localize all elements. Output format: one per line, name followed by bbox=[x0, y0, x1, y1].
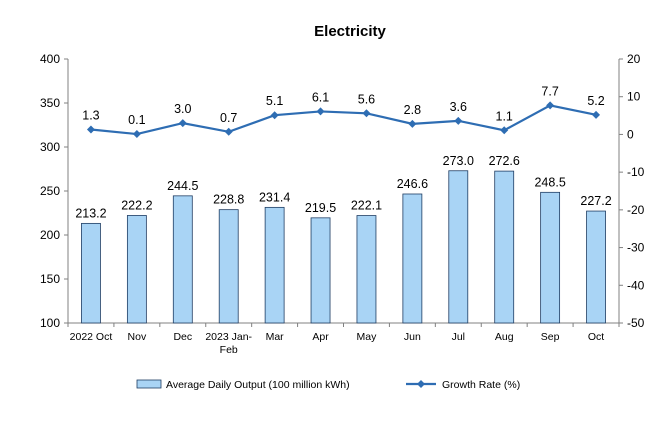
line-data-label: 3.0 bbox=[174, 102, 191, 116]
bar-data-label: 227.2 bbox=[580, 194, 611, 208]
bar-data-label: 228.8 bbox=[213, 193, 244, 207]
line-point-marker bbox=[178, 119, 187, 128]
x-tick-label: Apr bbox=[312, 331, 329, 343]
y-right-tick-label: 20 bbox=[627, 52, 641, 66]
y-right-tick-label: -50 bbox=[627, 316, 645, 330]
y-left-tick-label: 400 bbox=[40, 52, 60, 66]
x-tick-label: Jul bbox=[452, 331, 465, 343]
y-left-tick-label: 250 bbox=[40, 184, 60, 198]
y-right-tick-label: -10 bbox=[627, 165, 645, 179]
x-tick-label: Jun bbox=[404, 331, 421, 343]
legend-bar-label: Average Daily Output (100 million kWh) bbox=[166, 379, 350, 391]
line-data-label: 3.6 bbox=[450, 100, 467, 114]
bar bbox=[356, 215, 377, 324]
bar bbox=[81, 222, 101, 324]
line-point-marker bbox=[500, 126, 509, 135]
bar-data-label: 213.2 bbox=[75, 206, 106, 220]
line-data-label: 1.1 bbox=[496, 109, 513, 123]
line-point-marker bbox=[592, 110, 601, 119]
bar-data-label: 222.2 bbox=[121, 198, 152, 212]
chart-title: Electricity bbox=[314, 23, 386, 40]
x-tick-label: May bbox=[357, 331, 378, 343]
bar-data-label: 219.5 bbox=[305, 201, 336, 215]
line-data-label: 5.2 bbox=[587, 94, 604, 108]
bar bbox=[310, 217, 331, 324]
legend-line-marker bbox=[417, 380, 425, 388]
x-tick-label: Aug bbox=[495, 331, 514, 343]
y-left-tick-label: 350 bbox=[40, 96, 60, 110]
line-data-label: 1.3 bbox=[82, 109, 99, 123]
bar bbox=[264, 206, 285, 324]
bar-data-label: 273.0 bbox=[443, 154, 474, 168]
line-data-label: 0.7 bbox=[220, 111, 237, 125]
line-point-marker bbox=[546, 101, 555, 110]
legend-line-label: Growth Rate (%) bbox=[442, 379, 520, 391]
bar bbox=[402, 193, 423, 324]
line-point-marker bbox=[408, 119, 417, 128]
x-tick-label: Nov bbox=[128, 331, 147, 343]
bar-data-label: 244.5 bbox=[167, 179, 198, 193]
line-data-label: 2.8 bbox=[404, 103, 421, 117]
y-right-tick-label: -30 bbox=[627, 241, 645, 255]
line-point-marker bbox=[270, 111, 279, 120]
growth-rate-line bbox=[90, 104, 597, 136]
x-tick-label: 2023 Jan-Feb bbox=[205, 331, 252, 356]
y-right-tick-label: 0 bbox=[627, 127, 634, 141]
legend-bar-swatch bbox=[136, 379, 162, 389]
x-tick-label: Sep bbox=[541, 331, 560, 343]
bar bbox=[494, 170, 515, 324]
line-data-label: 7.7 bbox=[541, 84, 558, 98]
x-tick-label: Oct bbox=[588, 331, 604, 343]
bar bbox=[218, 209, 239, 324]
bar bbox=[586, 210, 606, 324]
y-left-tick-label: 150 bbox=[40, 272, 60, 286]
bar-data-label: 222.1 bbox=[351, 199, 382, 213]
y-left-tick-label: 200 bbox=[40, 228, 60, 242]
y-right-tick-label: -20 bbox=[627, 203, 645, 217]
y-right-tick-label: 10 bbox=[627, 90, 641, 104]
bar-data-label: 248.5 bbox=[534, 175, 565, 189]
line-data-label: 5.1 bbox=[266, 94, 283, 108]
line-data-label: 6.1 bbox=[312, 90, 329, 104]
line-point-marker bbox=[362, 109, 371, 118]
bar bbox=[448, 170, 469, 324]
line-data-label: 0.1 bbox=[128, 113, 145, 127]
line-point-marker bbox=[454, 116, 463, 125]
bar bbox=[172, 195, 193, 324]
x-tick-label: 2022 Oct bbox=[70, 331, 113, 343]
line-point-marker bbox=[86, 125, 95, 134]
bar bbox=[540, 191, 561, 324]
line-data-label: 5.6 bbox=[358, 92, 375, 106]
y-right-tick-label: -40 bbox=[627, 278, 645, 292]
bar-data-label: 231.4 bbox=[259, 190, 290, 204]
bar-data-label: 272.6 bbox=[489, 154, 520, 168]
y-left-tick-label: 300 bbox=[40, 140, 60, 154]
line-point-marker bbox=[132, 130, 141, 139]
line-point-marker bbox=[224, 127, 233, 136]
x-tick-label: Mar bbox=[266, 331, 285, 343]
y-left-tick-label: 100 bbox=[40, 316, 60, 330]
x-tick-label: Dec bbox=[173, 331, 192, 343]
bar bbox=[126, 215, 147, 324]
bar-data-label: 246.6 bbox=[397, 177, 428, 191]
line-point-marker bbox=[316, 107, 325, 116]
